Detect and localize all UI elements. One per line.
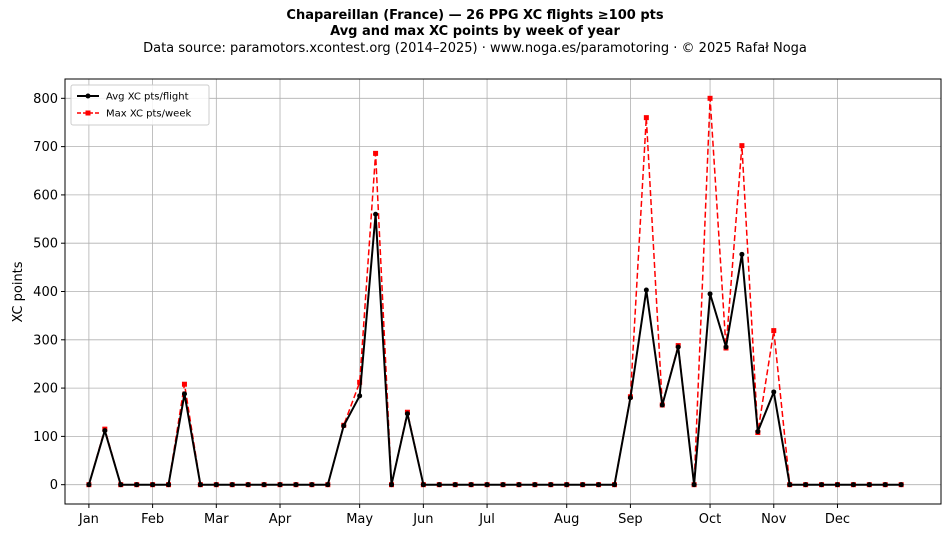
chart-title: Chapareillan (France) — 26 PPG XC flight… bbox=[286, 8, 664, 23]
x-tick-label: Jan bbox=[78, 512, 99, 527]
data-point-avg bbox=[803, 482, 809, 488]
data-point-avg bbox=[436, 482, 442, 488]
y-axis-label: XC points bbox=[11, 261, 26, 322]
data-point-max bbox=[357, 379, 363, 385]
data-point-avg bbox=[197, 482, 203, 488]
legend-label: Avg XC pts/flight bbox=[106, 92, 189, 103]
x-tick-label: Dec bbox=[825, 512, 850, 527]
data-point-avg bbox=[181, 391, 187, 397]
y-tick-label: 600 bbox=[33, 188, 58, 203]
x-tick-label: Oct bbox=[699, 512, 721, 527]
data-point-avg bbox=[468, 482, 474, 488]
y-tick-label: 0 bbox=[50, 478, 58, 493]
data-point-avg bbox=[643, 287, 649, 293]
data-point-max bbox=[643, 115, 649, 121]
x-tick-label: Sep bbox=[618, 512, 643, 527]
legend-marker bbox=[85, 110, 91, 116]
series-line-avg bbox=[87, 213, 902, 486]
data-point-max bbox=[181, 381, 187, 387]
data-point-avg bbox=[564, 482, 570, 488]
data-point-avg bbox=[229, 482, 235, 488]
x-tick-label: May bbox=[346, 512, 373, 527]
data-point-avg bbox=[245, 482, 251, 488]
data-point-avg bbox=[723, 344, 729, 350]
data-point-avg bbox=[452, 482, 458, 488]
data-point-avg bbox=[102, 428, 108, 434]
y-tick-label: 500 bbox=[33, 237, 58, 252]
data-point-avg bbox=[532, 482, 538, 488]
chart-subtitle: Avg and max XC points by week of year bbox=[330, 24, 620, 39]
data-point-avg bbox=[309, 482, 315, 488]
data-point-avg bbox=[325, 482, 331, 488]
data-point-avg bbox=[420, 482, 426, 488]
data-point-avg bbox=[341, 423, 347, 429]
data-point-avg bbox=[516, 482, 522, 488]
data-point-avg bbox=[357, 393, 363, 399]
data-point-avg bbox=[596, 482, 602, 488]
x-tick-label: Apr bbox=[269, 512, 292, 527]
data-point-avg bbox=[850, 482, 856, 488]
series-layer bbox=[86, 95, 904, 488]
data-point-avg bbox=[261, 482, 267, 488]
data-point-avg bbox=[691, 482, 697, 488]
data-point-avg bbox=[86, 482, 92, 488]
data-point-avg bbox=[404, 411, 410, 417]
data-point-avg bbox=[739, 251, 745, 257]
data-point-avg bbox=[771, 389, 777, 395]
data-point-avg bbox=[213, 482, 219, 488]
data-point-avg bbox=[118, 482, 124, 488]
x-tick-label: Nov bbox=[761, 512, 787, 527]
data-point-avg bbox=[882, 482, 888, 488]
data-point-avg bbox=[277, 482, 283, 488]
data-point-avg bbox=[675, 344, 681, 350]
data-point-avg bbox=[134, 482, 140, 488]
legend: Avg XC pts/flight Max XC pts/week bbox=[70, 84, 210, 126]
data-point-avg bbox=[755, 429, 761, 435]
data-point-avg bbox=[293, 482, 299, 488]
y-tick-label: 800 bbox=[33, 92, 58, 107]
legend-marker bbox=[85, 93, 91, 99]
data-point-avg bbox=[548, 482, 554, 488]
grid bbox=[65, 79, 941, 504]
legend-label: Max XC pts/week bbox=[106, 109, 191, 120]
data-point-avg bbox=[627, 395, 633, 401]
data-point-avg bbox=[389, 482, 395, 488]
x-tick-label: Mar bbox=[204, 512, 229, 527]
axes: Jan Feb Mar Apr May Jun Jul Aug Sep Oct Nov Dec 0 100… bbox=[33, 92, 850, 527]
data-point-avg bbox=[707, 291, 713, 297]
data-point-avg bbox=[373, 211, 379, 217]
data-point-avg bbox=[659, 402, 665, 408]
data-point-avg bbox=[787, 482, 793, 488]
data-point-max bbox=[707, 95, 713, 101]
data-point-avg bbox=[898, 482, 904, 488]
data-point-avg bbox=[150, 482, 156, 488]
data-point-avg bbox=[866, 482, 872, 488]
y-tick-label: 200 bbox=[33, 382, 58, 397]
x-tick-label: Feb bbox=[141, 512, 164, 527]
data-point-max bbox=[739, 143, 745, 149]
y-tick-label: 700 bbox=[33, 140, 58, 155]
y-tick-label: 100 bbox=[33, 430, 58, 445]
data-point-avg bbox=[484, 482, 490, 488]
x-tick-label: Aug bbox=[554, 512, 579, 527]
data-point-avg bbox=[819, 482, 825, 488]
data-point-max bbox=[771, 328, 777, 334]
y-tick-label: 300 bbox=[33, 333, 58, 348]
data-point-avg bbox=[834, 482, 840, 488]
data-point-avg bbox=[580, 482, 586, 488]
chart-titles: Chapareillan (France) — 26 PPG XC flight… bbox=[0, 8, 950, 57]
x-tick-label: Jun bbox=[412, 512, 433, 527]
x-tick-label: Jul bbox=[478, 512, 495, 527]
legend-box bbox=[70, 84, 210, 126]
data-point-avg bbox=[611, 482, 617, 488]
data-point-avg bbox=[166, 482, 172, 488]
y-tick-label: 400 bbox=[33, 285, 58, 300]
data-point-max bbox=[373, 150, 379, 156]
chart-source: Data source: paramotors.xcontest.org (20… bbox=[143, 41, 807, 56]
data-point-avg bbox=[500, 482, 506, 488]
